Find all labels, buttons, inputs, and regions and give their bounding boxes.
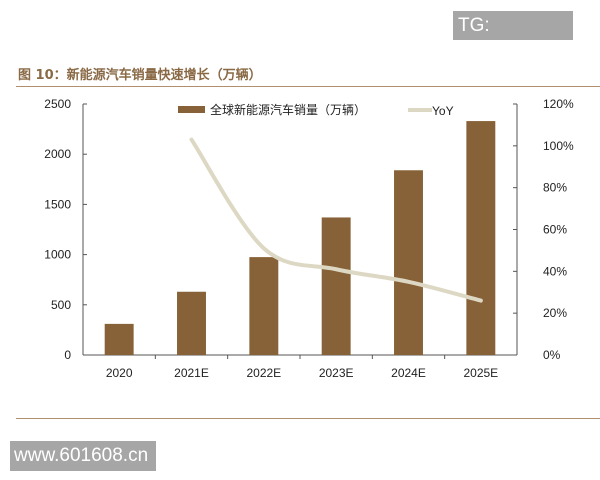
right-tick-label: 20% xyxy=(543,306,567,320)
right-tick-label: 40% xyxy=(543,264,567,278)
left-tick-label: 500 xyxy=(51,298,71,312)
bar-2025E xyxy=(466,121,496,356)
watermark-bottom: www.601608.cn xyxy=(10,441,156,471)
legend-bar-swatch xyxy=(178,106,205,113)
left-tick-label: 1000 xyxy=(44,248,71,262)
right-tick-label: 100% xyxy=(543,139,574,153)
x-tick-label: 2020 xyxy=(106,366,133,380)
legend-line-label: YoY xyxy=(432,104,454,118)
x-tick-label: 2025E xyxy=(463,366,498,380)
chart-title: 图 10：新能源汽车销量快速增长（万辆） xyxy=(18,68,262,83)
left-tick-label: 2000 xyxy=(44,147,71,161)
left-tick-label: 2500 xyxy=(44,97,71,111)
bar-2023E xyxy=(321,217,351,355)
bar-2022E xyxy=(249,257,279,355)
left-tick-label: 1500 xyxy=(44,197,71,211)
x-tick-label: 2023E xyxy=(319,366,354,380)
bottom-divider xyxy=(16,418,600,419)
bar-2020 xyxy=(104,323,134,355)
legend-bar-label: 全球新能源汽车销量（万辆） xyxy=(210,102,366,117)
x-tick-label: 2021E xyxy=(174,366,209,380)
yoy-line xyxy=(189,137,483,303)
right-tick-label: 120% xyxy=(543,97,574,111)
x-tick-label: 2024E xyxy=(391,366,426,380)
bar-2024E xyxy=(394,170,423,355)
right-tick-label: 60% xyxy=(543,223,567,237)
title-divider xyxy=(16,86,600,87)
right-tick-label: 0% xyxy=(543,348,561,362)
bar-2021E xyxy=(177,291,206,355)
watermark-top: TG: MYYJJPP xyxy=(453,11,573,65)
right-tick-label: 80% xyxy=(543,181,567,195)
x-tick-label: 2022E xyxy=(246,366,281,380)
left-tick-label: 0 xyxy=(64,348,71,362)
